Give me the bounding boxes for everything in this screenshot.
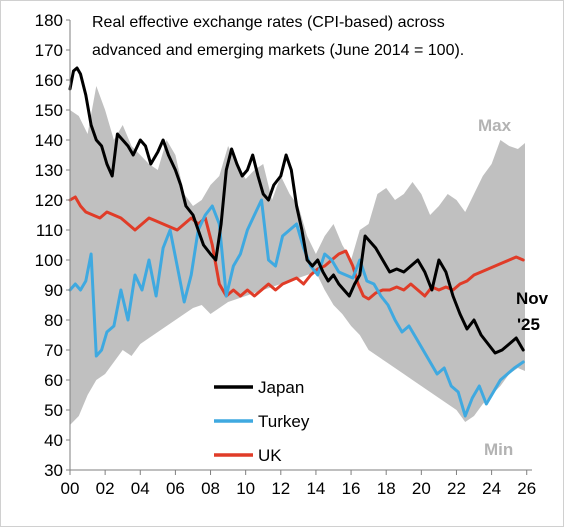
x-tick-label: 22 bbox=[447, 479, 466, 498]
series-line-uk bbox=[68, 195, 525, 301]
x-tick-label: 18 bbox=[377, 479, 396, 498]
x-tick-label: 06 bbox=[166, 479, 185, 498]
x-tick-label: 02 bbox=[96, 479, 115, 498]
legend-item-uk: UK bbox=[214, 446, 282, 465]
x-tick-label: 04 bbox=[131, 479, 150, 498]
y-tick-label: 160 bbox=[35, 71, 63, 90]
x-tick-label: 00 bbox=[61, 479, 80, 498]
y-tick-label: 50 bbox=[44, 401, 63, 420]
x-tick-label: 26 bbox=[517, 479, 536, 498]
y-tick-label: 30 bbox=[44, 461, 63, 480]
x-tick-label: 10 bbox=[236, 479, 255, 498]
y-tick-label: 80 bbox=[44, 311, 63, 330]
y-tick-label: 130 bbox=[35, 161, 63, 180]
band-max-label: Max bbox=[478, 116, 512, 135]
x-tick-label: 14 bbox=[306, 479, 325, 498]
y-tick-label: 110 bbox=[36, 221, 63, 240]
axis-layer: 30 40 50 60 70 80 90 100 110 120 130 140 150 160 170 18… bbox=[35, 11, 537, 498]
series-line-japan bbox=[68, 66, 525, 355]
x-tick-label: 20 bbox=[412, 479, 431, 498]
y-tick-label: 60 bbox=[44, 371, 63, 390]
legend-label-japan: Japan bbox=[258, 378, 304, 397]
annotation-line-1: Nov bbox=[516, 289, 549, 308]
band-min-label: Min bbox=[484, 440, 513, 459]
y-tick-label: 170 bbox=[35, 41, 63, 60]
legend-label-uk: UK bbox=[258, 446, 282, 465]
legend-item-japan: Japan bbox=[214, 378, 304, 397]
range-band-layer bbox=[70, 86, 525, 425]
legend-label-turkey: Turkey bbox=[258, 412, 310, 431]
legend-item-turkey: Turkey bbox=[214, 412, 310, 431]
x-tick-label: 08 bbox=[201, 479, 220, 498]
y-tick-label: 90 bbox=[44, 281, 63, 300]
annotation-line-2: '25 bbox=[517, 315, 540, 334]
y-tick-label: 140 bbox=[35, 131, 63, 150]
range-band-area bbox=[70, 86, 525, 425]
series-line-turkey bbox=[68, 198, 525, 418]
y-tick-label: 70 bbox=[44, 341, 63, 360]
y-tick-label: 40 bbox=[44, 431, 63, 450]
x-tick-label: 24 bbox=[482, 479, 501, 498]
y-tick-label: 180 bbox=[35, 11, 63, 30]
y-tick-label: 150 bbox=[35, 101, 63, 120]
series-layer bbox=[68, 66, 525, 418]
chart-title-line-2: advanced and emerging markets (June 2014… bbox=[92, 42, 464, 59]
x-tick-label: 12 bbox=[271, 479, 290, 498]
x-tick-label: 16 bbox=[342, 479, 361, 498]
legend: Japan Turkey UK bbox=[214, 378, 310, 465]
y-tick-label: 120 bbox=[35, 191, 63, 210]
y-tick-label: 100 bbox=[35, 251, 63, 270]
chart-title-line-1: Real effective exchange rates (CPI-based… bbox=[92, 14, 445, 31]
